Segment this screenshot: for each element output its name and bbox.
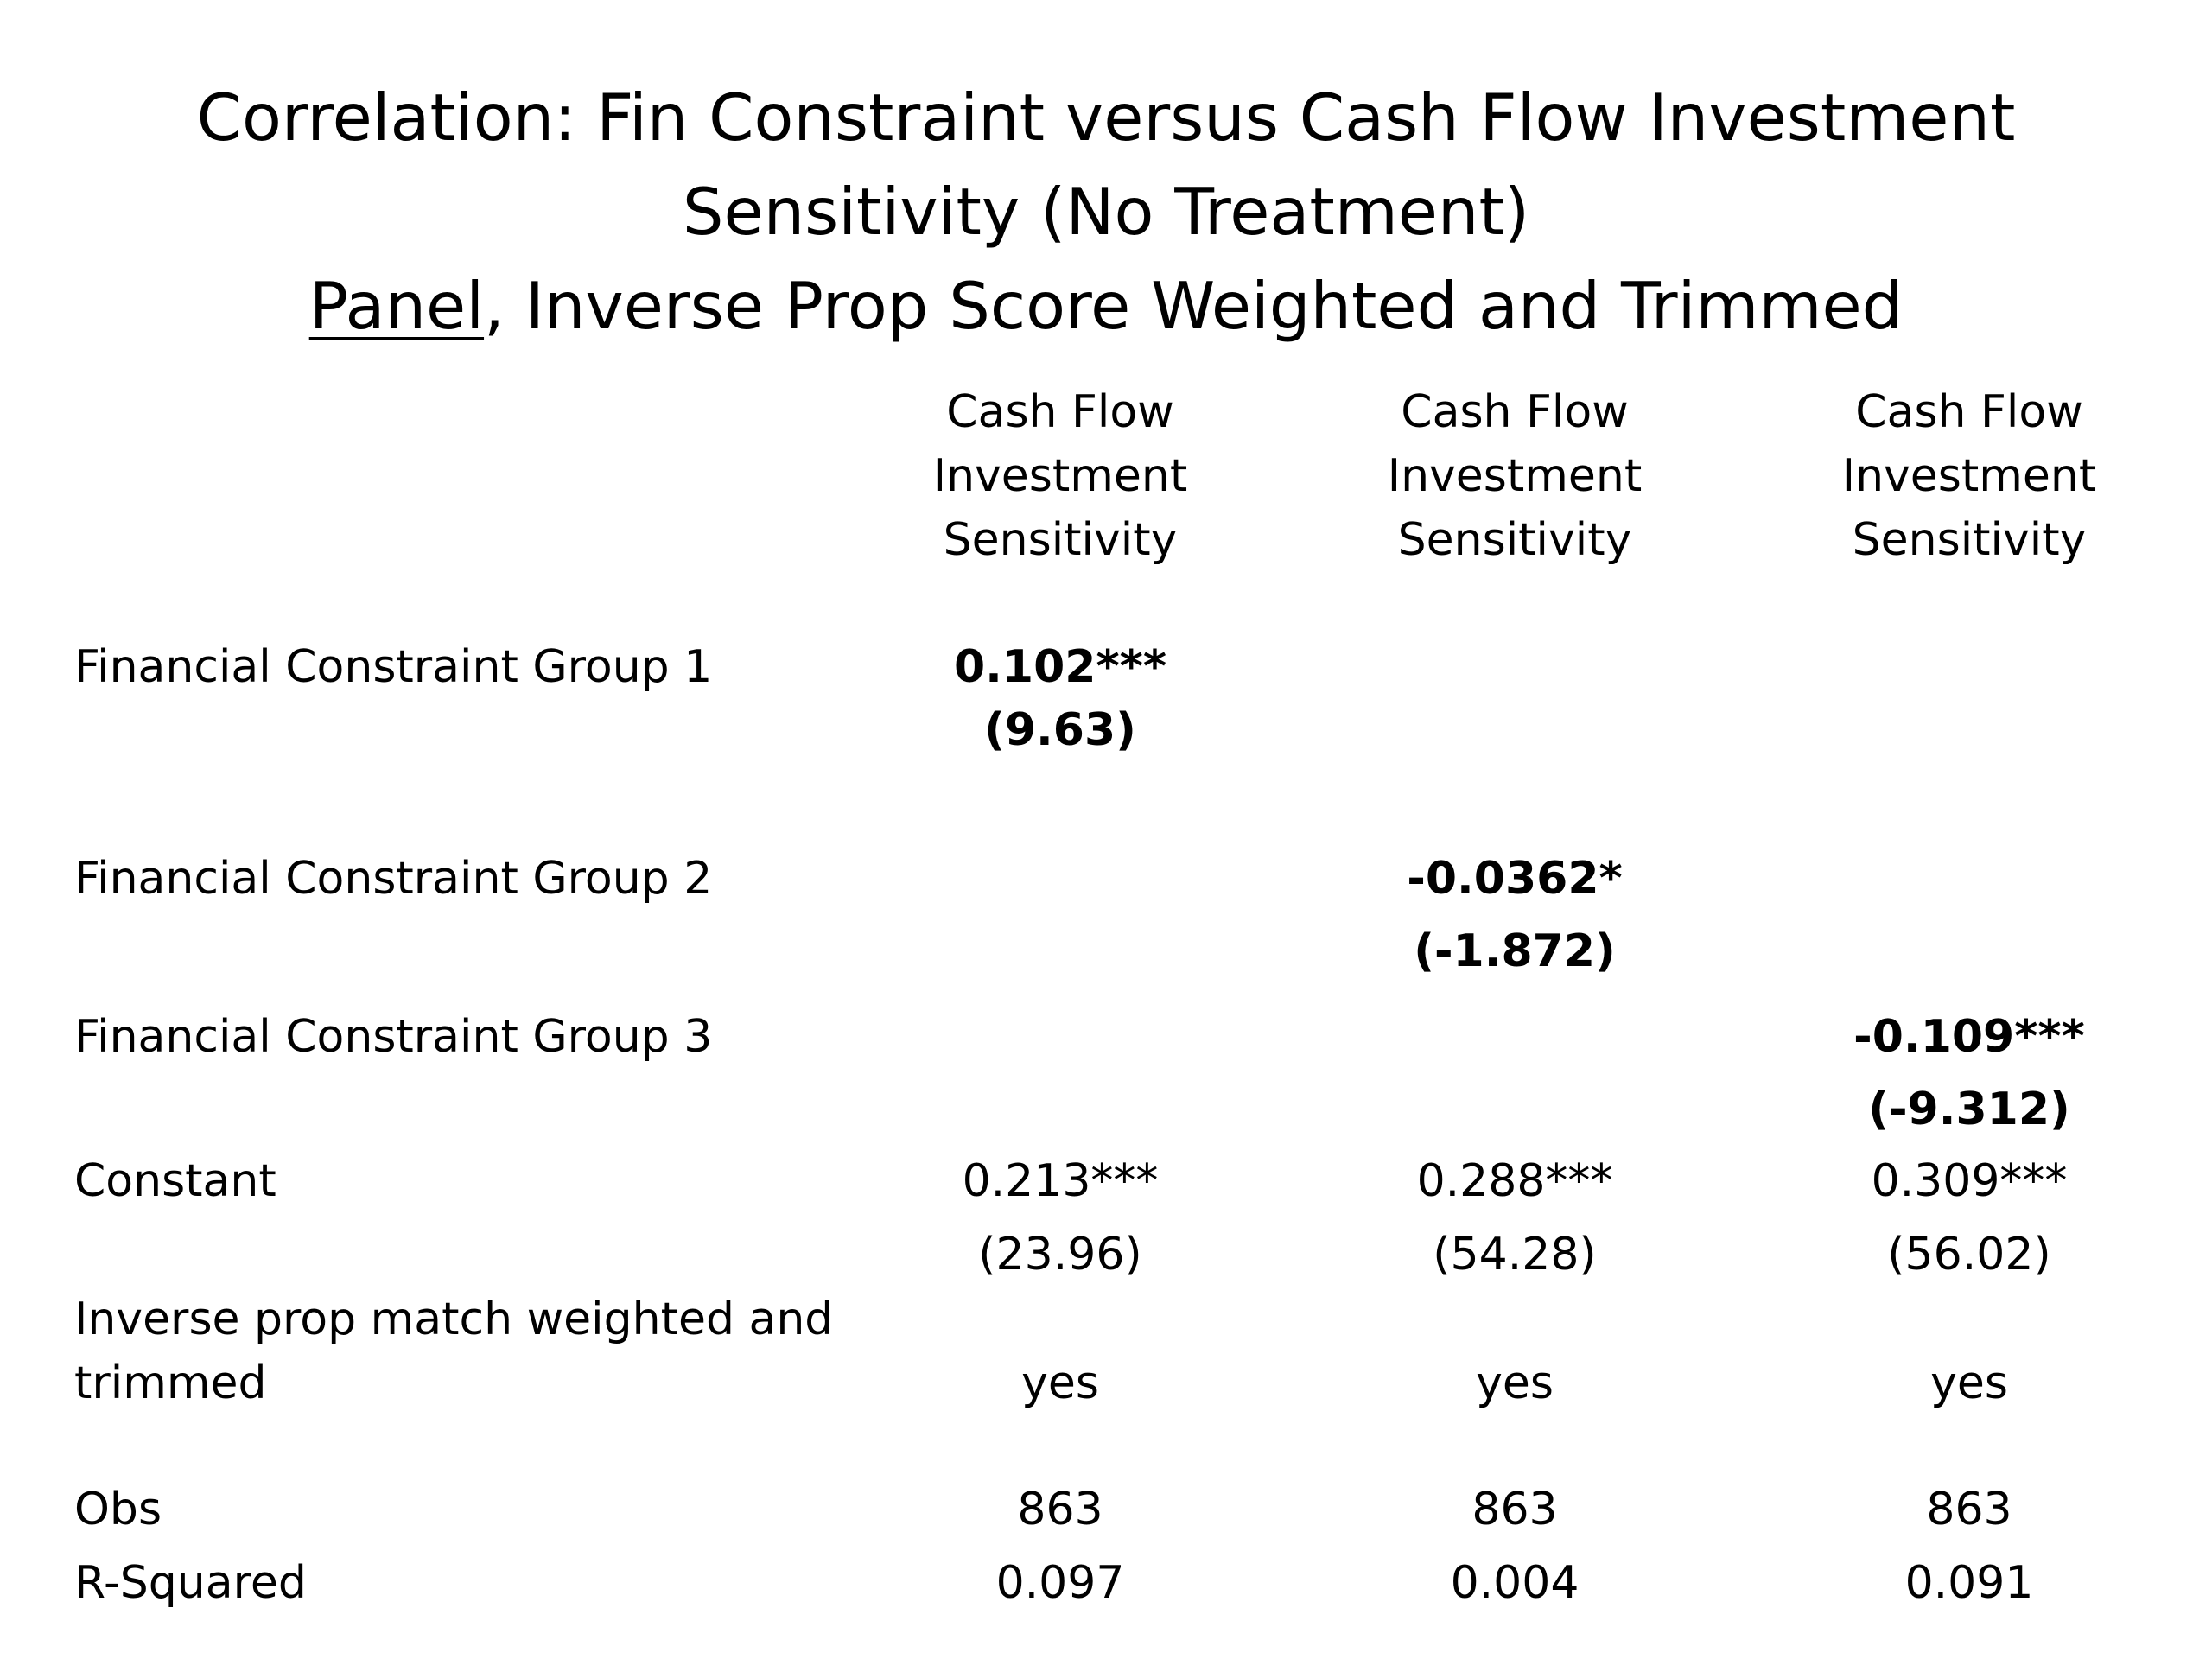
group-3-coef: -0.109*** [1853, 1011, 2085, 1063]
row-label-rsq: R-Squared [74, 1557, 307, 1609]
group-2-tstat: (-1.872) [1414, 925, 1616, 977]
title-line-3: Panel, Inverse Prop Score Weighted and T… [0, 259, 2212, 353]
weighted-value-2: yes [1476, 1357, 1554, 1409]
rsq-value-2: 0.004 [1450, 1557, 1580, 1609]
weighted-value-3: yes [1930, 1357, 2008, 1409]
column-header-2: Cash Flow Investment Sensitivity [1387, 386, 1643, 566]
row-label-constant: Constant [74, 1155, 276, 1207]
title-line-2: Sensitivity (No Treatment) [682, 174, 1530, 250]
constant-tstat-3: (56.02) [1887, 1229, 2051, 1281]
title-line-3-rest: , Inverse Prop Score Weighted and Trimme… [484, 268, 1904, 344]
column-header-3: Cash Flow Investment Sensitivity [1841, 386, 2097, 566]
row-label-group-2: Financial Constraint Group 2 [74, 853, 713, 905]
obs-value-3: 863 [1926, 1484, 2012, 1535]
row-label-group-1: Financial Constraint Group 1 [74, 641, 713, 693]
constant-value-2: 0.288*** [1416, 1155, 1613, 1207]
group-3-tstat: (-9.312) [1868, 1084, 2070, 1135]
group-2-coef: -0.0362* [1407, 853, 1623, 905]
group-1-coef: 0.102*** [953, 641, 1167, 693]
rsq-value-1: 0.097 [995, 1557, 1125, 1609]
rsq-value-3: 0.091 [1904, 1557, 2034, 1609]
weighted-value-1: yes [1021, 1357, 1099, 1409]
title-underlined-word: Panel [308, 268, 485, 344]
row-label-weighted-line-1: Inverse prop match weighted and [74, 1294, 834, 1345]
constant-value-1: 0.213*** [962, 1155, 1159, 1207]
group-1-tstat: (9.63) [984, 704, 1136, 756]
constant-tstat-2: (54.28) [1433, 1229, 1597, 1281]
slide-title: Correlation: Fin Constraint versus Cash … [0, 71, 2212, 353]
title-line-1: Correlation: Fin Constraint versus Cash … [196, 79, 2016, 156]
row-label-obs: Obs [74, 1484, 162, 1535]
column-header-1: Cash Flow Investment Sensitivity [932, 386, 1188, 566]
row-label-weighted-line-2: trimmed [74, 1357, 267, 1409]
constant-value-3: 0.309*** [1871, 1155, 2068, 1207]
row-label-group-3: Financial Constraint Group 3 [74, 1011, 713, 1063]
obs-value-2: 863 [1471, 1484, 1558, 1535]
constant-tstat-1: (23.96) [978, 1229, 1142, 1281]
obs-value-1: 863 [1017, 1484, 1103, 1535]
